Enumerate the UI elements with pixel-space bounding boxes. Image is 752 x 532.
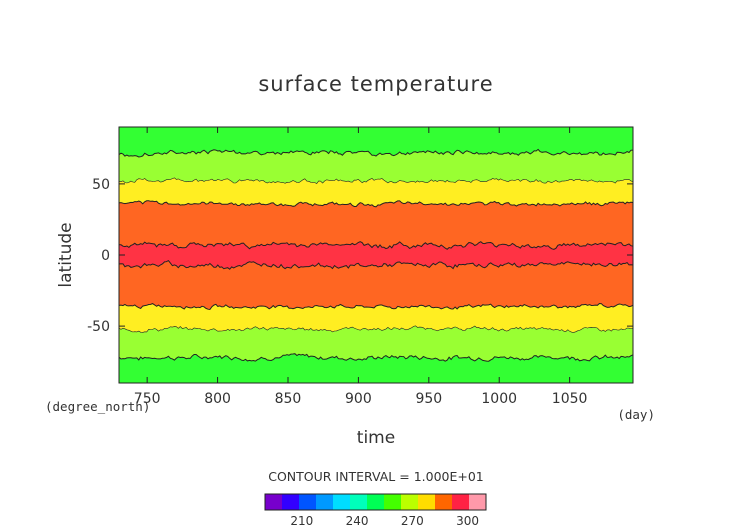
colorbar: 210 240 270 300 bbox=[264, 493, 487, 528]
y-tick-label: 50 bbox=[92, 177, 110, 193]
contour-line bbox=[118, 325, 634, 333]
x-axis-title: time bbox=[357, 428, 395, 448]
colorbar-tick-label: 210 bbox=[290, 514, 313, 528]
colorbar-swatch bbox=[452, 494, 469, 510]
band-280-290 bbox=[119, 260, 633, 310]
contour-line bbox=[118, 241, 634, 250]
x-axis-ticks: 750 800 850 900 950 1000 1050 bbox=[134, 127, 588, 407]
colorbar-swatch bbox=[316, 494, 333, 510]
contour-line bbox=[118, 353, 634, 362]
colorbar-tick-label: 240 bbox=[346, 514, 369, 528]
band-270-280 bbox=[119, 177, 633, 207]
contour-line bbox=[118, 302, 634, 311]
contour-line bbox=[118, 259, 634, 270]
plot-area bbox=[119, 127, 633, 383]
band-280-290 bbox=[119, 200, 633, 250]
colorbar-swatch bbox=[384, 494, 401, 510]
colorbar-swatch bbox=[350, 494, 367, 510]
colorbar-swatch bbox=[282, 494, 299, 510]
x-tick-label: 850 bbox=[275, 391, 302, 407]
band-260-270 bbox=[119, 149, 633, 184]
x-unit-label: (day) bbox=[617, 407, 655, 422]
y-tick-label: 0 bbox=[101, 248, 110, 264]
y-axis-title: latitude bbox=[56, 222, 76, 287]
colorbar-swatch bbox=[299, 494, 316, 510]
contour-line bbox=[118, 177, 634, 184]
contour-lines bbox=[118, 148, 634, 362]
colorbar-swatch bbox=[265, 494, 282, 510]
y-tick-label: -50 bbox=[87, 319, 110, 335]
x-tick-label: 950 bbox=[415, 391, 442, 407]
contour-line bbox=[118, 148, 634, 158]
colorbar-swatch bbox=[418, 494, 435, 510]
contour-line bbox=[118, 200, 634, 208]
colorbar-tick-label: 300 bbox=[456, 514, 479, 528]
x-tick-label: 800 bbox=[204, 391, 231, 407]
colorbar-tick-label: 270 bbox=[401, 514, 424, 528]
colorbar-swatch bbox=[435, 494, 452, 510]
x-tick-label: 900 bbox=[345, 391, 372, 407]
band-270-280 bbox=[119, 303, 633, 333]
x-tick-label: 1050 bbox=[552, 391, 588, 407]
x-tick-label: 1000 bbox=[481, 391, 517, 407]
y-unit-label: (degree_north) bbox=[45, 399, 150, 414]
band-250-260 bbox=[119, 127, 633, 157]
chart-title: surface temperature bbox=[258, 72, 493, 96]
colorbar-frame bbox=[264, 493, 487, 511]
colorbar-swatch bbox=[401, 494, 418, 510]
colorbar-swatch bbox=[367, 494, 384, 510]
colorbar-swatch bbox=[333, 494, 350, 510]
contour-interval-label: CONTOUR INTERVAL = 1.000E+01 bbox=[268, 469, 484, 484]
x-tick-label: 750 bbox=[134, 391, 161, 407]
y-axis-ticks: 50 0 -50 bbox=[87, 177, 633, 335]
colorbar-swatch bbox=[469, 494, 486, 510]
band-260-270 bbox=[119, 325, 633, 362]
